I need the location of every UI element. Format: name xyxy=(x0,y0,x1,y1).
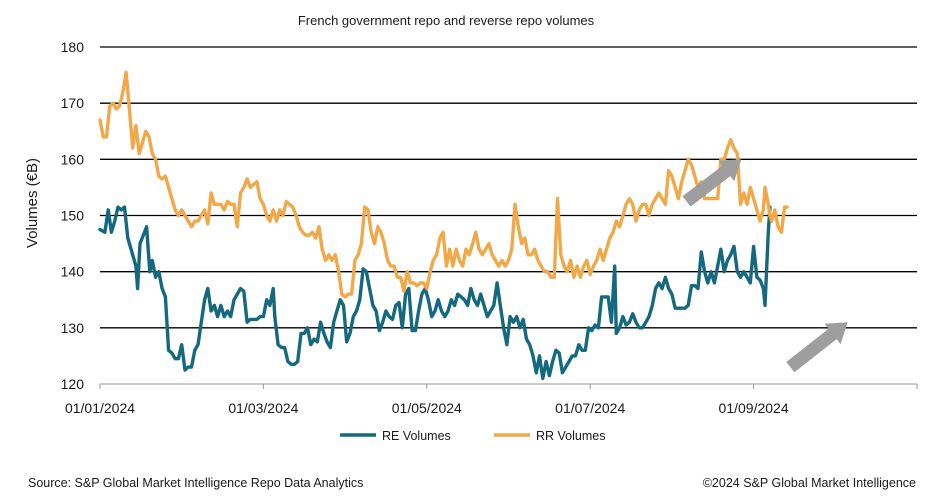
annotations xyxy=(682,159,848,373)
copyright-note: ©2024 S&P Global Market Intelligence xyxy=(702,476,916,490)
x-tick-label: 01/03/2024 xyxy=(228,400,298,416)
y-tick-label: 150 xyxy=(61,208,85,224)
chart-title: French government repo and reverse repo … xyxy=(298,13,595,28)
series-line-rr-volumes xyxy=(98,70,789,299)
x-tick-label: 01/01/2024 xyxy=(65,400,135,416)
series-group xyxy=(98,70,789,381)
x-tick-label: 01/05/2024 xyxy=(392,400,462,416)
trend-arrow-icon xyxy=(786,322,848,373)
legend-label: RR Volumes xyxy=(536,429,605,443)
y-axis-ticks: 120 130 140 150 160 170 180 xyxy=(61,39,85,392)
y-tick-label: 130 xyxy=(61,320,85,336)
y-tick-label: 120 xyxy=(61,376,85,392)
legend-label: RE Volumes xyxy=(382,429,451,443)
y-tick-label: 180 xyxy=(61,39,85,55)
x-axis: 01/01/2024 01/03/2024 01/05/2024 01/07/2024… xyxy=(65,383,918,416)
y-tick-label: 160 xyxy=(61,151,85,167)
source-note: Source: S&P Global Market Intelligence R… xyxy=(28,476,364,490)
gridlines xyxy=(100,46,917,329)
x-tick-label: 01/09/2024 xyxy=(719,400,789,416)
y-tick-label: 170 xyxy=(61,95,85,111)
series-line-re-volumes xyxy=(98,205,772,381)
trend-arrow-icon xyxy=(682,159,742,207)
legend: RE Volumes RR Volumes xyxy=(340,429,605,443)
y-axis-label: Volumes (€B) xyxy=(24,158,41,248)
x-tick-label: 01/07/2024 xyxy=(555,400,625,416)
y-tick-label: 140 xyxy=(61,264,85,280)
